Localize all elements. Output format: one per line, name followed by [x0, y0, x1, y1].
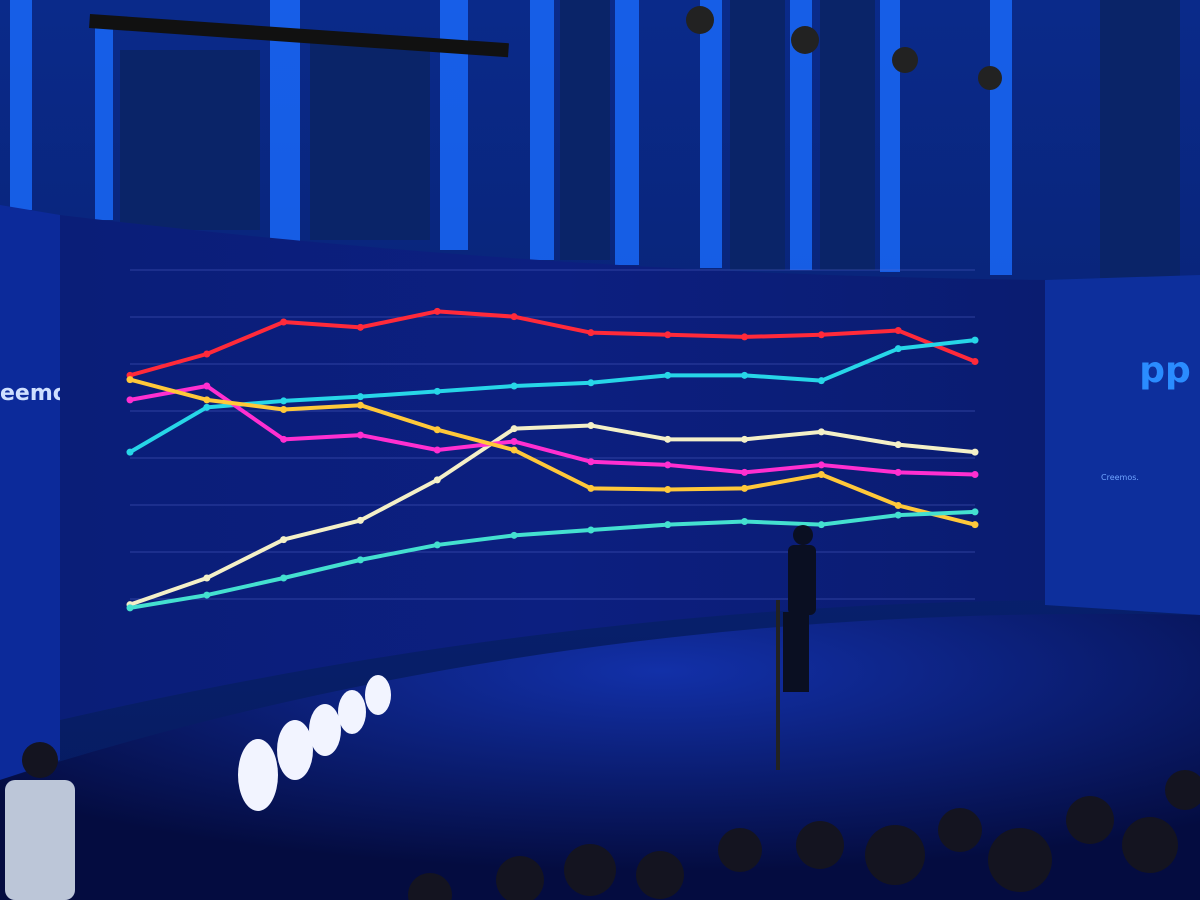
chart-point — [741, 484, 749, 492]
chart-point — [510, 437, 518, 445]
chart-point — [587, 329, 595, 337]
chart-point — [587, 526, 595, 534]
chart-point — [203, 403, 211, 411]
chart-line — [129, 384, 976, 477]
chart-point — [433, 541, 441, 549]
chart-point — [280, 405, 288, 413]
chart-line — [129, 423, 976, 607]
chart-point — [510, 531, 518, 539]
right-panel — [1045, 275, 1200, 615]
chart-point — [817, 461, 825, 469]
chart-point — [971, 471, 979, 479]
chart-point — [433, 426, 441, 434]
chart-line — [129, 309, 976, 378]
chart-point — [126, 604, 134, 612]
chart-point — [894, 501, 902, 509]
chart-point — [817, 428, 825, 436]
chart-point — [203, 574, 211, 582]
right-panel-logo: pp — [1139, 350, 1191, 391]
microphone-stand — [776, 600, 780, 770]
chart-point — [280, 397, 288, 405]
chart-line — [129, 509, 976, 610]
chart-point — [971, 357, 979, 365]
left-panel — [0, 205, 60, 780]
chart-point — [817, 521, 825, 529]
chart-point — [664, 521, 672, 529]
chart-point — [433, 476, 441, 484]
chart-point — [587, 458, 595, 466]
chart-line — [128, 338, 976, 454]
chart-point — [894, 345, 902, 353]
chart-point — [741, 435, 749, 443]
chart-point — [510, 382, 518, 390]
chart-point — [126, 448, 134, 456]
chart-point — [741, 468, 749, 476]
audience — [5, 742, 1200, 900]
chart-point — [664, 371, 672, 379]
chart-point — [356, 323, 364, 331]
chart — [126, 269, 979, 612]
chart-line — [129, 377, 976, 527]
truss — [89, 13, 509, 58]
chart-point — [664, 331, 672, 339]
chart-point — [356, 431, 364, 439]
chart-point — [280, 536, 288, 544]
chart-point — [971, 448, 979, 456]
chart-point — [203, 350, 211, 358]
chart-point — [817, 471, 825, 479]
chart-point — [203, 591, 211, 599]
stage-letters — [238, 675, 391, 811]
spotlights — [686, 6, 1002, 90]
chart-point — [356, 556, 364, 564]
dark-columns — [120, 0, 1180, 278]
chart-point — [203, 382, 211, 390]
chart-point — [356, 401, 364, 409]
chart-point — [280, 435, 288, 443]
chart-point — [433, 307, 441, 315]
chart-point — [894, 511, 902, 519]
chart-point — [971, 521, 979, 529]
chart-point — [356, 516, 364, 524]
chart-point — [433, 446, 441, 454]
chart-point — [894, 468, 902, 476]
chart-point — [280, 318, 288, 326]
chart-point — [510, 425, 518, 433]
chart-point — [126, 396, 134, 404]
chart-point — [741, 333, 749, 341]
chart-point — [587, 484, 595, 492]
chart-point — [664, 485, 672, 493]
chart-point — [817, 377, 825, 385]
chart-point — [894, 327, 902, 335]
chart-point — [126, 376, 134, 384]
chart-point — [894, 441, 902, 449]
chart-point — [664, 461, 672, 469]
chart-point — [280, 574, 288, 582]
chart-point — [203, 396, 211, 404]
speaker — [783, 525, 816, 692]
chart-point — [587, 421, 595, 429]
chart-point — [817, 331, 825, 339]
chart-point — [356, 393, 364, 401]
chart-point — [971, 336, 979, 344]
chart-point — [510, 446, 518, 454]
chart-point — [971, 508, 979, 516]
chart-point — [587, 379, 595, 387]
right-panel-text: Creemos. — [1101, 473, 1139, 482]
chart-point — [664, 435, 672, 443]
chart-point — [510, 313, 518, 321]
chart-point — [741, 517, 749, 525]
chart-point — [433, 387, 441, 395]
chart-point — [741, 371, 749, 379]
columns — [10, 0, 1012, 275]
